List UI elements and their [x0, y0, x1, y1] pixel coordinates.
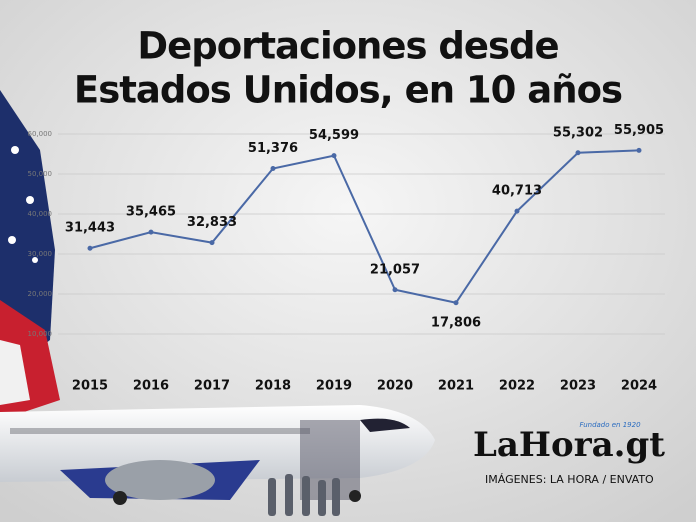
x-tick-label: 2018	[255, 379, 291, 394]
chart-title: Estados Unidos, en 10 años	[74, 69, 622, 112]
x-tick-label: 2015	[72, 379, 108, 394]
data-point	[331, 153, 337, 159]
data-label: 17,806	[431, 315, 481, 330]
x-tick-label: 2024	[621, 379, 657, 394]
x-tick-label: 2016	[133, 379, 169, 394]
y-tick-label: 40,000	[28, 210, 53, 218]
x-tick-label: 2023	[560, 379, 596, 394]
logo: LaHora.gt	[473, 425, 665, 465]
data-point	[575, 150, 581, 156]
logo-tagline: Fundado en 1920	[579, 421, 641, 429]
data-point	[209, 240, 215, 246]
data-label: 21,057	[370, 262, 420, 277]
data-label: 55,302	[553, 125, 603, 140]
image-credit: IMÁGENES: LA HORA / ENVATO	[485, 473, 654, 486]
airplane	[0, 405, 435, 505]
data-point	[148, 229, 154, 235]
data-point	[87, 245, 93, 251]
y-tick-label: 20,000	[28, 290, 53, 298]
data-label: 35,465	[126, 205, 176, 220]
x-tick-label: 2022	[499, 379, 535, 394]
passengers	[268, 474, 340, 516]
data-point	[514, 208, 520, 214]
data-label: 54,599	[309, 128, 359, 143]
chart-title: Deportaciones desde	[137, 25, 558, 68]
y-tick-label: 50,000	[28, 170, 53, 178]
y-tick-label: 10,000	[28, 330, 53, 338]
data-label: 32,833	[187, 215, 237, 230]
x-tick-label: 2019	[316, 379, 352, 394]
data-label: 31,443	[65, 221, 115, 236]
x-tick-label: 2017	[194, 379, 230, 394]
x-tick-label: 2021	[438, 379, 474, 394]
data-label: 40,713	[492, 184, 542, 199]
data-point	[453, 300, 459, 306]
data-line	[89, 149, 640, 304]
plot-area: 10,000 20,000 30,000 40,000 50,000 60,000 2015…	[28, 123, 665, 394]
data-point	[270, 165, 276, 171]
flag	[0, 90, 60, 420]
data-point	[636, 147, 642, 153]
data-label: 51,376	[248, 141, 298, 156]
data-point	[392, 287, 398, 293]
y-tick-label: 60,000	[28, 130, 53, 138]
data-label: 55,905	[614, 123, 664, 138]
x-tick-label: 2020	[377, 379, 413, 394]
y-tick-label: 30,000	[28, 250, 53, 258]
